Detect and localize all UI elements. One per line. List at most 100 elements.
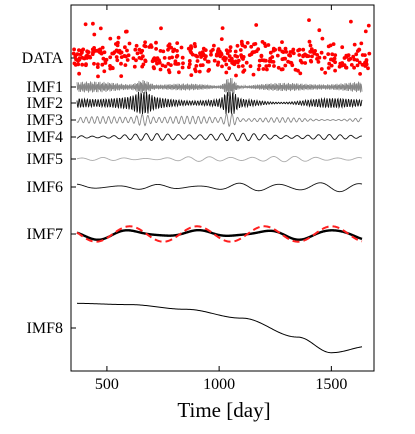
data-point (220, 64, 224, 69)
data-point (92, 61, 96, 66)
data-point (240, 64, 245, 68)
data-point (253, 42, 258, 46)
imf1-line (76, 78, 363, 97)
data-point (212, 43, 216, 48)
data-point (131, 56, 136, 61)
data-point (108, 66, 113, 71)
data-point (141, 62, 146, 67)
data-point (134, 58, 138, 63)
data-point (155, 61, 159, 66)
data-point (197, 69, 202, 74)
data-point (279, 67, 284, 72)
data-point (175, 41, 180, 45)
data-point (244, 60, 249, 65)
data-point (143, 59, 148, 64)
data-point (132, 64, 137, 69)
data-point (349, 19, 353, 24)
data-point (266, 43, 271, 47)
data-point (201, 46, 206, 51)
imf7-fit-line (76, 225, 363, 243)
data-point (142, 43, 147, 48)
data-point (75, 52, 80, 57)
imf4-line (76, 132, 363, 142)
data-point (122, 54, 127, 58)
data-point (91, 50, 95, 55)
data-point (201, 51, 206, 56)
data-point (355, 58, 359, 62)
data-point (74, 57, 78, 62)
data-point (319, 50, 324, 55)
data-point (149, 45, 154, 49)
data-point (158, 67, 163, 72)
data-point (284, 50, 289, 54)
data-point (154, 57, 159, 62)
row-label-imf7: IMF7 (27, 226, 63, 243)
data-point (310, 54, 314, 59)
data-point (349, 63, 354, 67)
data-point (359, 41, 364, 46)
data-point (366, 66, 370, 71)
data-point (303, 61, 308, 65)
data-point (154, 47, 159, 51)
data-point (257, 63, 262, 68)
data-point (77, 57, 82, 62)
data-point (143, 40, 148, 45)
data-point (180, 65, 185, 70)
data-point (173, 59, 178, 64)
data-point (80, 62, 85, 67)
data-point (354, 52, 359, 57)
data-point (348, 57, 353, 61)
data-point (358, 72, 362, 76)
data-point (187, 62, 192, 66)
data-point (119, 61, 123, 66)
data-point (257, 58, 262, 63)
data-point (98, 26, 103, 31)
data-point (166, 44, 171, 48)
data-point (307, 18, 311, 22)
data-point (262, 41, 267, 46)
data-point (83, 22, 88, 27)
data-point (307, 39, 312, 44)
x-tick-label: 1000 (203, 376, 235, 393)
data-point (133, 47, 138, 52)
data-point (366, 23, 371, 28)
data-point (125, 48, 129, 53)
data-point (228, 49, 233, 53)
data-point (134, 43, 139, 48)
data-point (236, 58, 241, 63)
data-point (315, 53, 320, 57)
data-point (189, 46, 194, 51)
data-point (209, 52, 213, 57)
data-point (317, 28, 322, 33)
data-point (245, 41, 250, 45)
data-point (289, 61, 294, 65)
data-point (297, 47, 302, 52)
data-point (326, 44, 331, 49)
data-point (206, 69, 211, 73)
data-point (352, 42, 357, 47)
row-label-imf5: IMF5 (27, 151, 63, 168)
data-point (154, 40, 158, 45)
data-point (76, 62, 81, 67)
data-point (224, 70, 229, 75)
data-point (200, 63, 205, 67)
data-point (287, 53, 291, 57)
data-point (159, 26, 163, 31)
data-point (224, 62, 229, 67)
data-point (212, 58, 217, 63)
data-point (286, 59, 290, 64)
data-point (256, 67, 261, 72)
data-point (367, 51, 372, 56)
data-point (188, 49, 193, 53)
data-point (95, 65, 100, 69)
data-point (176, 62, 181, 66)
data-point (271, 60, 276, 64)
data-point (124, 29, 129, 34)
data-point (249, 44, 254, 49)
data-point (91, 21, 95, 26)
data-point (151, 65, 156, 70)
data-point (71, 51, 76, 56)
data-point (177, 70, 181, 75)
data-point (342, 63, 347, 68)
data-point (102, 69, 107, 74)
